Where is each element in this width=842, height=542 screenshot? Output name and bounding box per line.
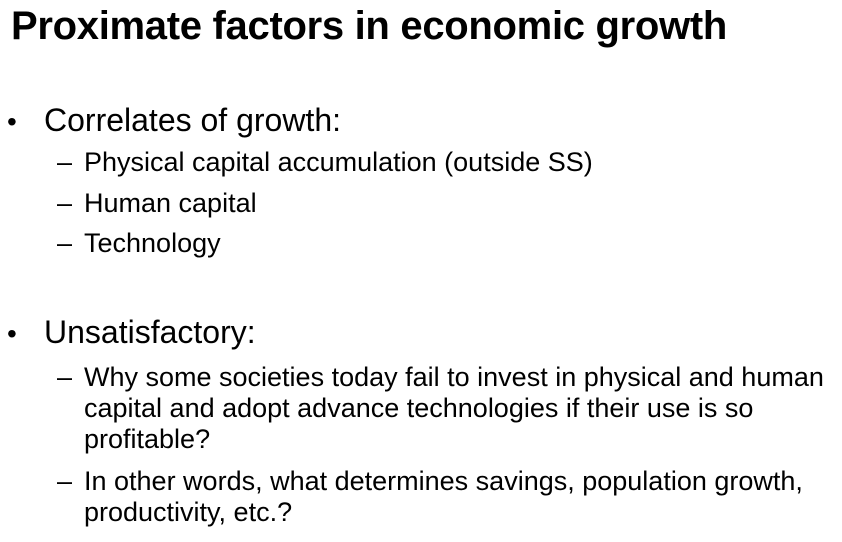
dash-marker: – xyxy=(57,466,73,496)
sub-item-text: Why some societies today fail to invest … xyxy=(84,362,824,454)
bullet-marker: • xyxy=(7,318,17,349)
sub-item-text: Technology xyxy=(84,228,221,258)
dash-marker: – xyxy=(57,362,73,392)
slide-title: Proximate factors in economic growth xyxy=(11,4,728,48)
sub-item-text: Physical capital accumulation (outside S… xyxy=(84,147,593,177)
sub-item-text: In other words, what determines savings,… xyxy=(84,466,803,527)
dash-marker: – xyxy=(57,147,73,177)
dash-marker: – xyxy=(57,188,73,218)
sub-item-text: Human capital xyxy=(84,188,257,218)
bullet-marker: • xyxy=(7,106,17,137)
bullet-heading: Unsatisfactory: xyxy=(44,314,256,350)
bullet-heading: Correlates of growth: xyxy=(44,102,342,138)
dash-marker: – xyxy=(57,228,73,258)
